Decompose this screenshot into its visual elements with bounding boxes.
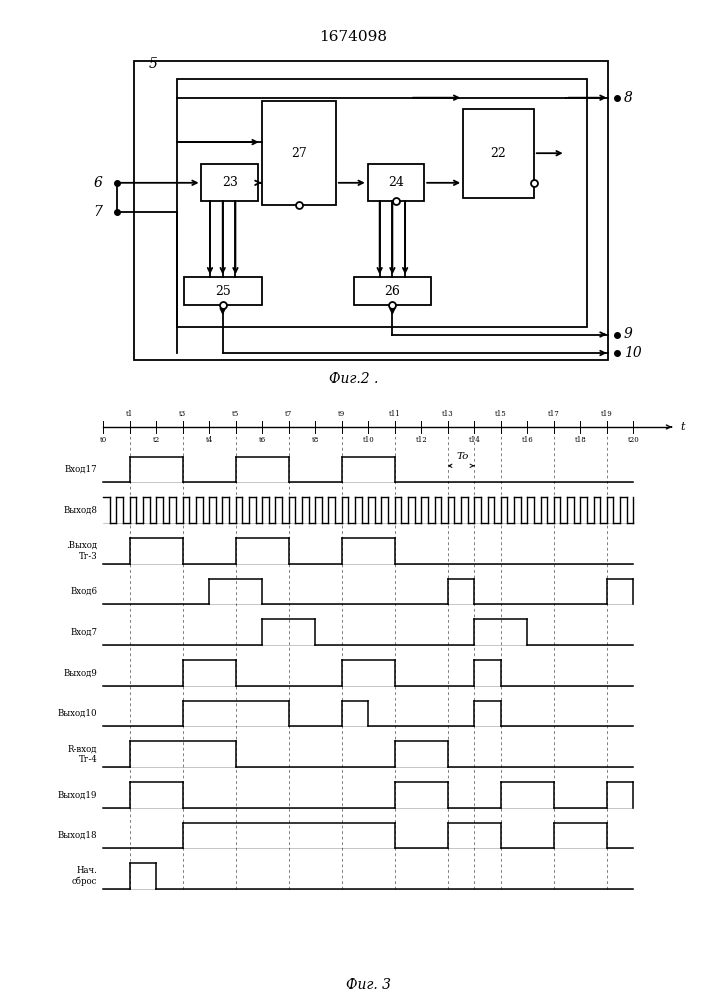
Text: t6: t6 [259,436,266,444]
Text: t9: t9 [338,410,345,418]
Bar [354,277,431,305]
Text: t5: t5 [232,410,239,418]
Text: 5: 5 [148,57,158,71]
Text: 8: 8 [624,91,633,105]
Bar [201,164,258,201]
Text: t14: t14 [469,436,480,444]
Text: t0: t0 [100,436,107,444]
Text: t2: t2 [153,436,160,444]
Text: t20: t20 [628,436,639,444]
Text: 24: 24 [388,176,404,189]
Text: 23: 23 [222,176,238,189]
Text: t16: t16 [522,436,533,444]
Bar [177,79,587,327]
Text: R-вход
Тг-4: R-вход Тг-4 [68,744,97,764]
Text: t12: t12 [416,436,427,444]
Bar [134,61,608,360]
Text: t18: t18 [575,436,586,444]
Text: Вход17: Вход17 [64,465,97,474]
Text: 26: 26 [385,285,400,298]
Text: 6: 6 [93,176,103,190]
Text: Выход18: Выход18 [57,831,97,840]
Text: Выход10: Выход10 [57,709,97,718]
Text: t17: t17 [548,410,560,418]
Text: 7: 7 [93,205,103,219]
Text: t3: t3 [179,410,186,418]
Text: t4: t4 [206,436,213,444]
Text: Вход7: Вход7 [70,628,97,637]
Text: t19: t19 [601,410,613,418]
Text: t11: t11 [389,410,401,418]
Text: Фиг. 3: Фиг. 3 [346,978,391,992]
Text: Фиг.2 .: Фиг.2 . [329,372,378,386]
Text: t: t [681,422,685,432]
Bar [368,164,424,201]
Text: 27: 27 [291,147,307,160]
Text: t13: t13 [442,410,454,418]
Text: 25: 25 [215,285,230,298]
Text: 1674098: 1674098 [320,30,387,44]
Text: 10: 10 [624,346,641,360]
Text: Вход6: Вход6 [70,587,97,596]
Text: Выход9: Выход9 [64,668,97,677]
Text: t8: t8 [312,436,319,444]
Text: t10: t10 [363,436,374,444]
Text: Нач.
сброс: Нач. сброс [72,866,97,886]
Text: Выход8: Выход8 [63,506,97,515]
Text: Выход19: Выход19 [58,790,97,799]
Text: t1: t1 [126,410,133,418]
Bar [184,277,262,305]
Text: To: To [456,452,469,461]
Bar [262,101,336,205]
Text: t15: t15 [495,410,507,418]
Bar [463,109,534,198]
Text: t7: t7 [285,410,292,418]
Text: .Выход
Тг-3: .Выход Тг-3 [66,541,97,561]
Text: 22: 22 [491,147,506,160]
Text: 9: 9 [624,328,633,342]
